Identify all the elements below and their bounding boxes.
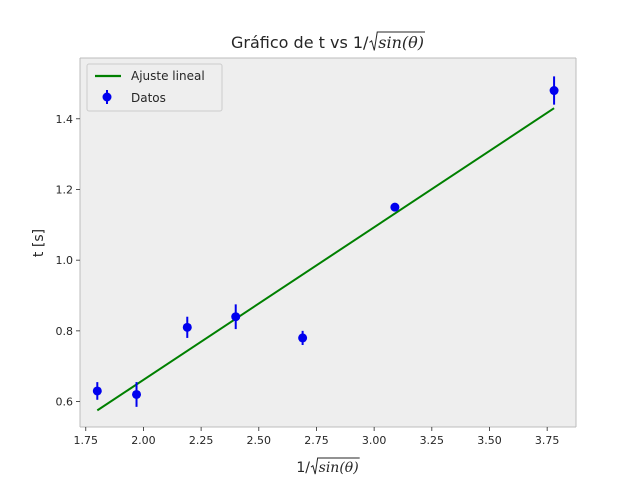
y-tick-label: 1.0 bbox=[56, 254, 74, 267]
x-tick-label: 3.25 bbox=[420, 434, 445, 447]
x-tick-label: 3.75 bbox=[535, 434, 560, 447]
x-axis-label-radicand: sin(θ) bbox=[319, 460, 359, 476]
data-points-layer bbox=[92, 76, 559, 407]
chart-title-sqrt-sign bbox=[369, 31, 425, 51]
legend-fit-label: Ajuste lineal bbox=[131, 69, 205, 83]
data-point bbox=[182, 322, 192, 332]
x-axis-label: 1/ sin(θ) bbox=[296, 457, 360, 476]
data-point bbox=[231, 312, 241, 322]
chart-title-radicand: sin(θ) bbox=[378, 33, 424, 52]
data-point bbox=[549, 86, 559, 96]
data-point bbox=[390, 202, 400, 212]
data-point bbox=[132, 389, 142, 399]
x-tick-label: 1.75 bbox=[74, 434, 99, 447]
legend-point-swatch bbox=[102, 92, 112, 102]
y-tick-label: 0.8 bbox=[56, 325, 74, 338]
fit-line bbox=[96, 107, 555, 412]
x-axis-label-prefix: 1/ bbox=[296, 460, 310, 476]
x-tick-label: 2.25 bbox=[189, 434, 214, 447]
x-tick-label: 3.50 bbox=[477, 434, 502, 447]
y-axis-ticks: 0.6 0.8 1.0 1.2 1.4 bbox=[56, 113, 80, 409]
chart-title-prefix: Gráfico de t vs 1/ bbox=[231, 33, 369, 52]
x-tick-label: 3.00 bbox=[362, 434, 387, 447]
data-point bbox=[92, 386, 102, 396]
x-axis-ticks: 1.75 2.00 2.25 2.50 2.75 3.00 3.25 3.50 3.75 bbox=[74, 427, 560, 447]
y-tick-label: 1.2 bbox=[56, 183, 74, 196]
y-tick-label: 0.6 bbox=[56, 396, 74, 409]
data-point bbox=[298, 333, 308, 343]
plot-area bbox=[80, 58, 576, 427]
legend: Ajuste lineal Datos bbox=[86, 63, 223, 112]
x-tick-label: 2.50 bbox=[247, 434, 272, 447]
x-axis-label-sqrt-sign bbox=[310, 457, 360, 475]
fit-line-layer bbox=[96, 107, 555, 412]
chart-title: Gráfico de t vs 1/ sin(θ) bbox=[231, 31, 425, 52]
y-tick-label: 1.4 bbox=[56, 113, 74, 126]
legend-data-label: Datos bbox=[131, 91, 166, 105]
x-tick-label: 2.75 bbox=[304, 434, 329, 447]
x-tick-label: 2.00 bbox=[131, 434, 156, 447]
y-axis-label: t [s] bbox=[31, 229, 47, 257]
